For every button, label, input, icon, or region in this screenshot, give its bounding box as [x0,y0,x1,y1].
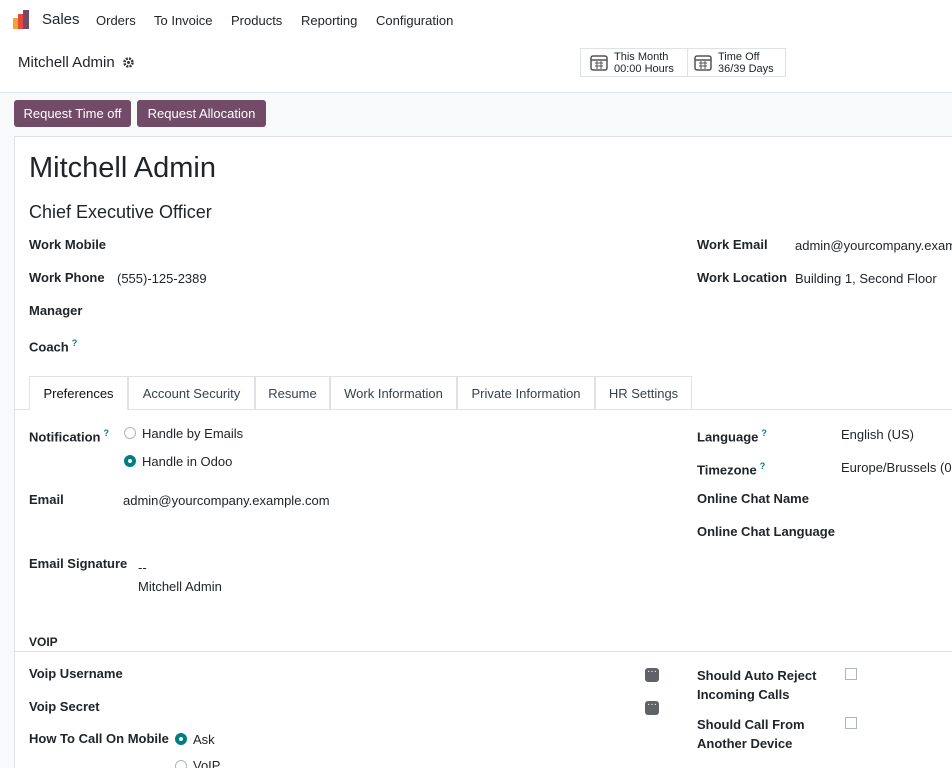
help-mark[interactable]: ? [761,428,767,438]
radio-label[interactable]: Ask [193,732,215,747]
label-text: Notification [29,429,101,445]
gear-icon[interactable] [123,57,134,68]
action-button[interactable]: Request Time off [14,100,131,127]
field-label: Work Email [697,237,768,252]
field-value[interactable]: Building 1, Second Floor [795,271,937,286]
stat-value[interactable]: 36/39 Days [718,63,774,75]
tab[interactable]: Work Information [330,376,457,409]
radio-selected[interactable] [124,455,136,467]
radio-label[interactable]: Handle in Odoo [142,454,233,469]
signature-line[interactable]: Mitchell Admin [138,579,222,594]
field-value[interactable]: admin@yourcompany.example.com [123,493,330,508]
checkbox[interactable] [845,717,857,729]
field-label: Should Call From Another Device [697,717,805,751]
calendar-icon [590,55,608,71]
help-mark[interactable]: ? [71,338,78,348]
field-label: Online Chat Language [697,524,835,539]
field-label: How To Call On Mobile [29,731,169,746]
menu-item[interactable]: Orders [96,13,136,28]
more-button[interactable]: ··· [645,667,659,682]
section-heading: VOIP [29,635,58,649]
tab[interactable]: Account Security [128,376,255,409]
field-value[interactable]: (555)-125-2389 [117,271,207,286]
radio-label[interactable]: VoIP [193,758,221,768]
help-mark[interactable]: ? [759,461,766,471]
stat-label[interactable]: This Month [614,51,669,63]
checkbox[interactable] [845,668,857,680]
radio-label[interactable]: Handle by Emails [142,426,244,441]
label-text: Timezone [697,462,757,478]
menu-item[interactable]: To Invoice [154,13,213,28]
stat-bar [580,48,786,77]
label-text: Language [697,429,759,445]
radio[interactable] [124,427,136,439]
stat-label[interactable]: Time Off [718,51,760,63]
field-label: Email [29,492,64,507]
action-button[interactable]: Request Allocation [137,100,266,127]
tab-line [15,409,952,410]
menu-item[interactable]: Reporting [301,13,358,28]
field-label: Language? [697,425,767,445]
menu-item[interactable]: Products [231,13,283,28]
app-logo [13,10,29,29]
stat-value[interactable]: 00:00 Hours [614,63,674,75]
signature-line[interactable]: -- [138,560,147,575]
menu-item[interactable]: Configuration [376,13,454,28]
app-name[interactable]: Sales [42,11,80,28]
label-text: Coach [29,339,69,355]
field-label: Timezone? [697,458,765,478]
field-label: Manager [29,303,83,318]
divider [687,48,688,77]
job-title: Chief Executive Officer [29,202,212,222]
field-label: Voip Secret [29,699,100,714]
breadcrumb[interactable]: Mitchell Admin [18,54,115,71]
field-label: Voip Username [29,666,123,681]
calendar-icon [694,55,712,71]
field-value[interactable]: admin@yourcompany.exam [795,238,952,253]
radio[interactable] [175,760,187,768]
field-value[interactable]: Europe/Brussels (0 [841,460,952,475]
field-label: Coach? [29,335,77,355]
top-area [0,0,952,93]
field-label: Work Phone [29,270,105,285]
radio-selected[interactable] [175,733,187,745]
field-label: Email Signature [29,556,128,571]
field-label: Online Chat Name [697,491,809,506]
more-button[interactable]: ··· [645,700,659,715]
tab[interactable]: HR Settings [595,376,692,409]
help-mark[interactable]: ? [103,428,110,438]
field-label: Should Auto Reject Incoming Calls [697,668,817,702]
tab[interactable]: Resume [255,376,330,409]
field-label: Work Location [697,270,788,285]
form-sheet [14,136,952,768]
tab-active[interactable]: Preferences [29,376,128,410]
field-label: Notification? [29,425,109,445]
employee-name: Mitchell Admin [29,152,216,184]
field-value[interactable]: English (US) [841,427,914,442]
section-line [15,651,952,652]
field-label: Work Mobile [29,237,107,252]
tab[interactable]: Private Information [457,376,595,409]
